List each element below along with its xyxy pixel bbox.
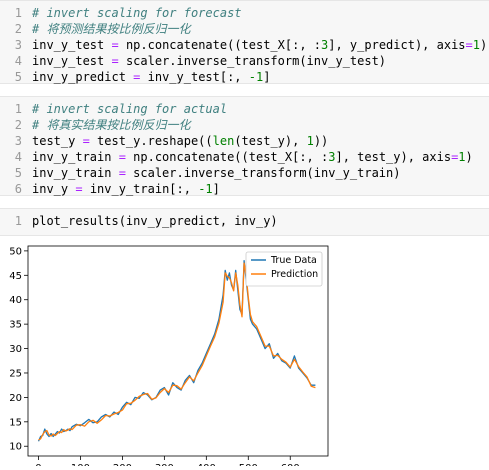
- code-line[interactable]: 2 # 将预测结果按比例反归一化: [0, 21, 489, 37]
- code-text: inv_y_train = scaler.inverse_transform(i…: [32, 166, 401, 180]
- code-line[interactable]: 3 test_y = test_y.reshape((len(test_y), 1…: [0, 133, 489, 149]
- y-tick-label: 40: [9, 295, 22, 306]
- code-line[interactable]: 4 inv_y_test = scaler.inverse_transform(i…: [0, 53, 489, 69]
- y-tick-label: 20: [9, 393, 22, 404]
- code-cell-2[interactable]: 1 # invert scaling for actual 2 # 将真实结果按比例反…: [0, 96, 489, 196]
- line-number: 5: [14, 166, 22, 180]
- series-line-prediction: [38, 262, 316, 441]
- y-tick-label: 50: [9, 246, 22, 257]
- line-number: 3: [14, 38, 22, 52]
- y-tick-label: 15: [9, 417, 22, 428]
- line-number: 2: [14, 22, 22, 36]
- line-chart: 1015202530354045500100200300400500600Tru…: [9, 245, 329, 470]
- y-tick-label: 25: [9, 368, 22, 379]
- code-line[interactable]: 2 # 将真实结果按比例反归一化: [0, 117, 489, 133]
- code-text: test_y = test_y.reshape((len(test_y), 1)…: [32, 134, 329, 148]
- legend-label: Prediction: [271, 269, 318, 280]
- code-line[interactable]: 6 inv_y = inv_y_train[:, -1]: [0, 181, 489, 197]
- y-tick-label: 10: [9, 442, 22, 453]
- code-text: inv_y_predict = inv_y_test[:, -1]: [32, 70, 271, 84]
- code-comment: # 将预测结果按比例反归一化: [32, 22, 191, 36]
- code-text: plot_results(inv_y_predict, inv_y): [32, 214, 278, 228]
- line-number: 5: [14, 70, 22, 84]
- line-number: 3: [14, 134, 22, 148]
- line-number: 4: [14, 54, 22, 68]
- code-line[interactable]: 4 inv_y_train = np.concatenate((test_X[:,…: [0, 149, 489, 165]
- y-tick-label: 35: [9, 320, 22, 331]
- code-line[interactable]: 5 inv_y_train = scaler.inverse_transform(…: [0, 165, 489, 181]
- line-number: 6: [14, 182, 22, 196]
- code-comment: # invert scaling for actual: [32, 102, 228, 116]
- code-text: inv_y_test = np.concatenate((test_X[:, :…: [32, 38, 488, 52]
- code-line[interactable]: 3 inv_y_test = np.concatenate((test_X[:, …: [0, 37, 489, 53]
- code-line[interactable]: 1 # invert scaling for forecast: [0, 5, 489, 21]
- line-number: 1: [14, 6, 22, 20]
- code-text: inv_y_train = np.concatenate((test_X[:, …: [32, 150, 473, 164]
- y-tick-label: 45: [9, 271, 22, 282]
- line-number: 4: [14, 150, 22, 164]
- code-cell-1[interactable]: 1 # invert scaling for forecast 2 # 将预测结果按比…: [0, 0, 489, 84]
- code-line[interactable]: 1 # invert scaling for actual: [0, 101, 489, 117]
- line-number: 2: [14, 118, 22, 132]
- code-line[interactable]: 1 plot_results(inv_y_predict, inv_y): [0, 213, 489, 229]
- code-comment: # 将真实结果按比例反归一化: [32, 118, 191, 132]
- code-text: inv_y = inv_y_train[:, -1]: [32, 182, 220, 196]
- legend-label: True Data: [270, 255, 317, 266]
- code-cell-3[interactable]: 1 plot_results(inv_y_predict, inv_y): [0, 208, 489, 236]
- code-line[interactable]: 5 inv_y_predict = inv_y_test[:, -1]: [0, 69, 489, 85]
- y-tick-label: 30: [9, 344, 22, 355]
- output-plot: 1015202530354045500100200300400500600Tru…: [0, 238, 489, 470]
- line-number: 1: [14, 214, 22, 228]
- code-text: inv_y_test = scaler.inverse_transform(in…: [32, 54, 387, 68]
- line-number: 1: [14, 102, 22, 116]
- code-comment: # invert scaling for forecast: [32, 6, 242, 20]
